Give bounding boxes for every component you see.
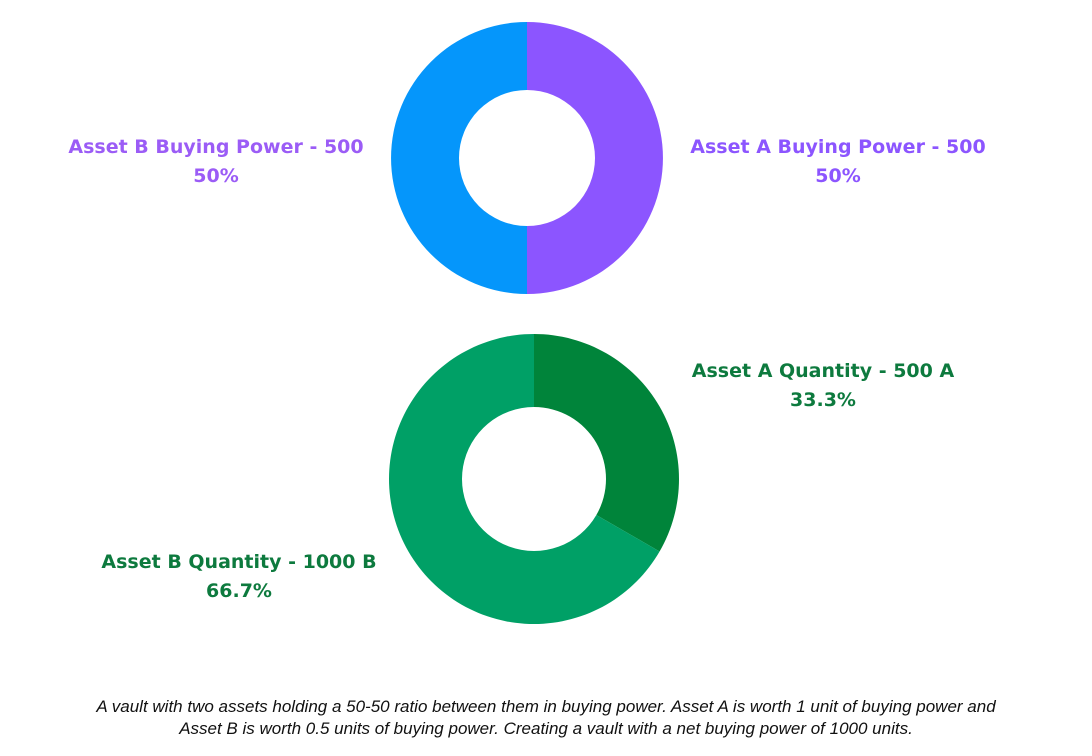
donut-1-slice-1 xyxy=(527,22,663,294)
donut-1-slice-2-label: Asset B Buying Power - 500 xyxy=(68,136,363,158)
donut-chart-2: Asset A Quantity - 500 A 33.3% Asset B Qua… xyxy=(101,334,954,624)
caption-line-2: Asset B is worth 0.5 units of buying pow… xyxy=(179,719,913,738)
donut-1-slice-2 xyxy=(391,22,527,294)
donut-2-slice-1 xyxy=(534,334,679,552)
caption-line-1: A vault with two assets holding a 50-50 … xyxy=(96,697,996,716)
donut-2-slice-2-percent: 66.7% xyxy=(206,580,272,602)
donut-1-slice-1-label: Asset A Buying Power - 500 xyxy=(690,136,985,158)
figure-caption: A vault with two assets holding a 50-50 … xyxy=(20,696,1072,740)
donut-1-slice-1-percent: 50% xyxy=(815,165,860,187)
donut-2-slice-1-label: Asset A Quantity - 500 A xyxy=(692,360,955,382)
donut-2-slice-1-percent: 33.3% xyxy=(790,389,856,411)
donut-2-slice-2 xyxy=(389,334,660,624)
donut-2-slice-2-label: Asset B Quantity - 1000 B xyxy=(101,551,376,573)
donut-charts-canvas: Asset A Buying Power - 500 50% Asset B Buy… xyxy=(68,22,986,624)
donut-1-slice-2-percent: 50% xyxy=(193,165,238,187)
donut-chart-1: Asset A Buying Power - 500 50% Asset B Buy… xyxy=(68,22,986,294)
